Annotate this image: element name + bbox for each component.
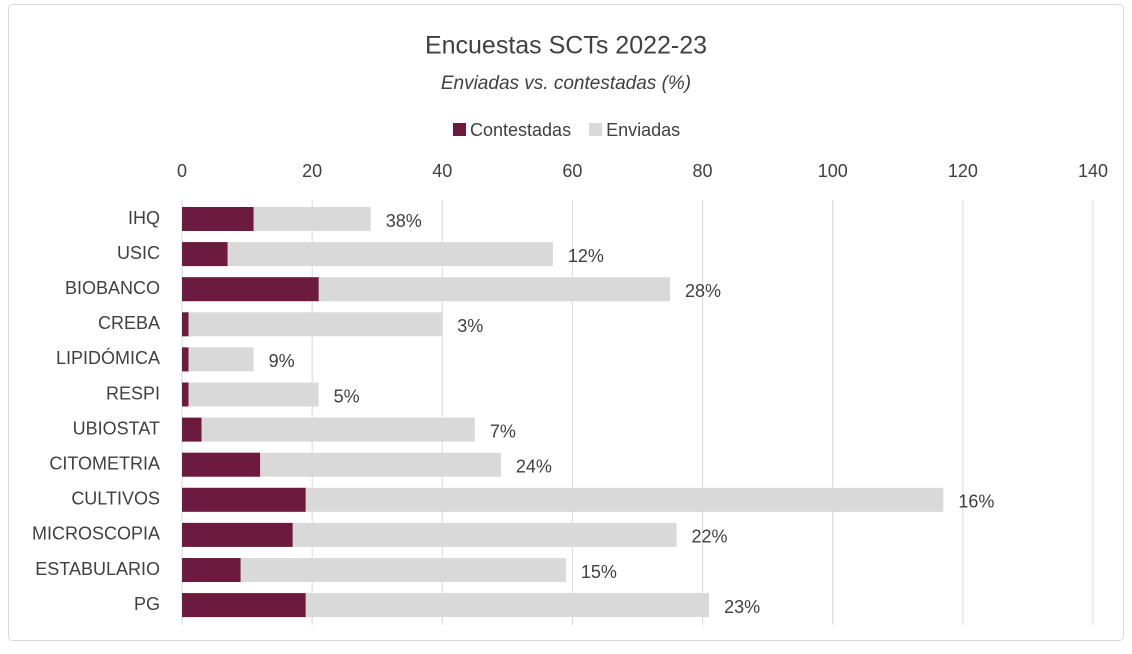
y-tick-label: CITOMETRIA [49, 453, 160, 473]
y-tick-label: USIC [117, 243, 160, 263]
chart-subtitle: Enviadas vs. contestadas (%) [441, 73, 691, 94]
x-tick-label: 80 [693, 161, 713, 181]
data-label: 12% [568, 246, 604, 266]
bar [182, 452, 261, 477]
x-tick-label: 0 [177, 161, 187, 181]
chart-border [8, 4, 1124, 641]
bar [182, 417, 202, 442]
chart-title: Encuestas SCTs 2022-23 [425, 32, 707, 60]
bar [182, 487, 306, 512]
data-label: 23% [724, 597, 760, 617]
bar [182, 312, 189, 337]
y-tick-label: RESPI [106, 383, 160, 403]
bar [182, 312, 443, 337]
data-label: 22% [692, 527, 728, 547]
bar [182, 382, 319, 407]
bar [182, 558, 566, 582]
bar [182, 347, 189, 372]
bar [182, 242, 228, 267]
data-label: 5% [334, 386, 360, 406]
y-tick-label: LIPIDÓMICA [56, 347, 160, 368]
x-tick-label: 140 [1078, 161, 1108, 181]
data-label: 3% [457, 316, 483, 336]
y-tick-label: PG [134, 594, 160, 614]
legend-swatch [453, 123, 466, 136]
bar [182, 487, 944, 512]
data-label: 16% [958, 492, 994, 512]
y-tick-label: CREBA [98, 313, 160, 333]
y-tick-label: ESTABULARIO [35, 559, 160, 579]
y-tick-label: BIOBANCO [65, 278, 160, 298]
legend-swatch [589, 123, 603, 136]
y-tick-label: CULTIVOS [71, 489, 160, 509]
y-tick-label: MICROSCOPIA [32, 524, 160, 544]
data-label: 15% [581, 562, 617, 582]
bar [182, 207, 254, 231]
bar [182, 277, 319, 302]
y-tick-label: UBIOSTAT [73, 418, 160, 438]
x-tick-label: 120 [948, 161, 978, 181]
data-label: 9% [269, 351, 295, 371]
bar [182, 593, 306, 618]
y-tick-label: IHQ [128, 208, 160, 228]
legend-label: Contestadas [470, 120, 571, 140]
x-tick-label: 60 [562, 161, 582, 181]
bar [182, 417, 475, 442]
bar [182, 558, 241, 582]
data-label: 24% [516, 456, 552, 476]
bar [182, 347, 254, 372]
bar [182, 382, 189, 407]
data-label: 7% [490, 421, 516, 441]
x-tick-label: 20 [302, 161, 322, 181]
bar [182, 522, 293, 547]
data-label: 28% [685, 281, 721, 301]
data-label: 38% [386, 211, 422, 231]
bar [182, 242, 553, 267]
x-tick-label: 40 [432, 161, 452, 181]
legend-label: Enviadas [606, 120, 680, 140]
x-tick-label: 100 [818, 161, 848, 181]
